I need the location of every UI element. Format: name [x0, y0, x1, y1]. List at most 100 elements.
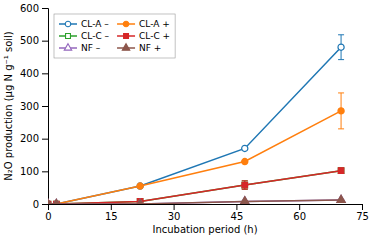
point	[52, 199, 60, 204]
x-tick-label: 15	[105, 211, 118, 222]
point	[338, 168, 343, 173]
y-tick-mark	[42, 41, 48, 42]
y-axis-line	[42, 9, 49, 205]
x-tick-label: 75	[356, 211, 369, 222]
legend-item: NF –	[59, 43, 101, 53]
point	[338, 108, 344, 114]
line	[48, 200, 341, 204]
error-bar	[338, 168, 344, 173]
x-tick: 45	[231, 204, 244, 222]
x-tick: 0	[45, 204, 51, 222]
series	[48, 168, 344, 204]
x-tick-label: 30	[168, 211, 181, 222]
y-tick-mark	[42, 106, 48, 107]
x-axis-title: Incubation period (h)	[152, 224, 257, 235]
legend-marker	[123, 21, 129, 27]
line	[48, 171, 341, 204]
point	[241, 197, 249, 204]
y-axis-title: N₂O production (μg N g⁻¹ soil)	[3, 31, 14, 181]
line	[48, 111, 341, 204]
legend-marker	[65, 21, 71, 27]
legend-marker	[122, 44, 129, 50]
error-bar	[242, 181, 248, 189]
line	[48, 200, 341, 204]
line	[48, 171, 341, 204]
error-bar	[338, 93, 344, 129]
y-tick-label: 300	[20, 101, 39, 112]
legend-label: CL-C –	[81, 31, 110, 41]
chart: 0 15 30 45 60 75 0 100 200 300 400 500 600 Incubation…	[0, 0, 376, 238]
y-tick-mark	[42, 73, 48, 74]
error-bar-cap	[338, 34, 344, 35]
point	[241, 197, 249, 204]
point	[242, 145, 248, 151]
legend-item: CL-A –	[59, 19, 109, 29]
error-bar-cap	[242, 189, 248, 190]
legend-item: CL-C –	[59, 31, 110, 41]
point	[136, 199, 144, 204]
error-bar-cap	[338, 59, 344, 60]
error-bar-cap	[338, 92, 344, 93]
x-axis-line	[49, 205, 363, 211]
legend-marker	[66, 34, 71, 39]
y-tick: 300	[20, 101, 48, 112]
legend-item: NF +	[117, 43, 161, 53]
error-bar-cap	[242, 180, 248, 181]
point	[137, 183, 143, 189]
point	[52, 199, 60, 204]
y-tick-label: 600	[20, 3, 39, 14]
x-tick-mark	[362, 204, 363, 210]
point	[338, 44, 344, 50]
y-tick-label: 400	[20, 68, 39, 79]
y-tick: 500	[20, 35, 48, 46]
legend-label: CL-A +	[139, 19, 170, 29]
y-tick-mark	[42, 8, 48, 9]
x-tick-label: 60	[293, 211, 306, 222]
series	[48, 195, 345, 204]
y-tick-label: 0	[33, 199, 39, 210]
error-bar-cap	[338, 128, 344, 129]
point	[337, 195, 345, 202]
y-tick: 400	[20, 68, 48, 79]
point	[242, 182, 247, 187]
y-tick-mark	[42, 171, 48, 172]
legend-label: NF +	[139, 43, 161, 53]
legend: CL-A – CL-A + CL-C – CL-C + NF – NF +	[54, 14, 175, 58]
x-tick: 15	[105, 204, 118, 222]
legend-marker	[124, 34, 129, 39]
error-bar-cap	[242, 189, 248, 190]
legend-item: CL-A +	[117, 19, 170, 29]
y-tick: 600	[20, 3, 48, 14]
point	[48, 199, 52, 204]
y-tick-label: 500	[20, 35, 39, 46]
series	[48, 35, 344, 204]
error-bar	[242, 181, 248, 189]
x-tick-mark	[299, 204, 300, 210]
line	[48, 47, 341, 204]
y-axis: 0 100 200 300 400 500 600	[20, 3, 49, 210]
y-tick-label: 200	[20, 133, 39, 144]
x-tick-mark	[174, 204, 175, 210]
point	[242, 158, 248, 164]
y-tick: 200	[20, 133, 48, 144]
y-tick: 0	[33, 199, 48, 210]
legend-label: CL-C +	[139, 31, 170, 41]
legend-marker	[64, 44, 71, 50]
point	[337, 195, 345, 202]
plot-area	[48, 35, 345, 204]
legend-frame	[54, 14, 175, 58]
series	[48, 195, 345, 204]
x-tick-mark	[236, 204, 237, 210]
y-tick: 100	[20, 166, 48, 177]
x-tick: 60	[293, 204, 306, 222]
x-tick-mark	[111, 204, 112, 210]
y-tick-mark	[42, 139, 48, 140]
error-bar	[338, 168, 344, 173]
y-tick-label: 100	[20, 166, 39, 177]
series	[48, 93, 344, 204]
series	[48, 168, 344, 204]
x-tick: 75	[356, 204, 369, 222]
point	[137, 183, 143, 189]
error-bar	[338, 35, 344, 60]
point	[338, 168, 343, 173]
